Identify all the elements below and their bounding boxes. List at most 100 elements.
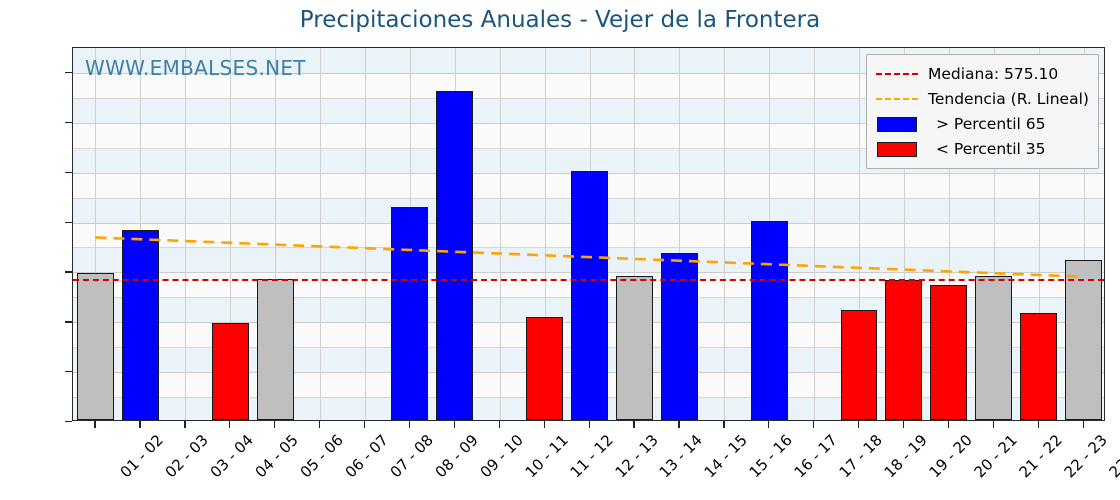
x-axis-tick-mark (319, 421, 321, 428)
x-axis-tick-mark (723, 421, 725, 428)
page-title: Precipitaciones Anuales - Vejer de la Fr… (299, 7, 821, 33)
legend-item: Mediana: 575.10 (876, 61, 1089, 86)
y-axis-tick-mark (65, 321, 72, 323)
bar (1020, 313, 1058, 420)
x-axis-tick-mark (274, 421, 276, 428)
x-axis-tick-mark (229, 421, 231, 428)
x-axis-tick-mark (543, 421, 545, 428)
x-axis-tick-mark (633, 421, 635, 428)
x-axis-tick-mark (139, 421, 141, 428)
x-axis-tick-label: 17 - 18 (835, 431, 886, 482)
legend-swatch (877, 116, 917, 132)
gridline-vertical (948, 48, 950, 420)
y-axis-tick-mark (65, 221, 72, 223)
bar (256, 279, 294, 420)
legend-swatch (877, 141, 917, 157)
bar (885, 280, 923, 420)
x-axis-tick-mark (857, 421, 860, 428)
legend-dashed-line-icon (876, 92, 918, 106)
x-axis: 01 - 02 02 - 03 03 - 04 04 - 05 05 - 06 06 - … (72, 421, 1120, 500)
median-line (73, 278, 1104, 281)
gridline-vertical (185, 48, 187, 420)
x-axis-tick-label: 23 - 24 (1105, 431, 1120, 482)
x-axis-tick-mark (453, 421, 456, 428)
x-axis-tick-mark (947, 421, 950, 428)
y-axis-tick-mark (65, 421, 72, 423)
bar (211, 323, 249, 420)
bar (840, 310, 878, 420)
y-axis-tick-mark (65, 121, 72, 124)
gridline-horizontal (73, 97, 1104, 99)
x-axis-tick-mark (678, 421, 680, 428)
gridline-vertical (814, 48, 816, 420)
x-axis-tick-label: 18 - 19 (880, 431, 931, 482)
legend-color-swatch (876, 141, 918, 157)
bar (1065, 260, 1102, 420)
x-axis-tick-label: 19 - 20 (925, 431, 976, 482)
x-axis-tick-label: 12 - 13 (611, 431, 662, 482)
gridline-vertical (993, 48, 995, 420)
legend-dash (876, 97, 918, 100)
x-axis-tick-label: 21 - 22 (1015, 431, 1066, 482)
x-axis-tick-label: 11 - 12 (566, 431, 617, 482)
legend-dash (876, 72, 918, 75)
legend-label: < Percentil 35 (936, 139, 1046, 158)
x-axis-tick-label: 16 - 17 (790, 431, 841, 482)
x-axis-tick-label: 02 - 03 (161, 431, 213, 482)
bar (615, 275, 653, 420)
y-axis-tick-mark (65, 71, 72, 74)
x-axis-tick-mark (1082, 421, 1084, 428)
x-axis-tick-label: 03 - 04 (206, 431, 258, 482)
x-axis-tick-label: 01 - 02 (117, 431, 168, 482)
x-axis-tick-label: 04 - 05 (251, 431, 303, 482)
y-axis-tick-mark (65, 371, 72, 373)
x-axis-tick-mark (94, 421, 96, 428)
legend: Mediana: 575.10 Tendencia (R. Lineal) > Pe… (866, 54, 1099, 169)
y-axis-tick-mark (65, 271, 72, 273)
x-axis-tick-mark (498, 421, 500, 428)
x-axis-tick-label: 15 - 16 (745, 431, 797, 482)
x-axis-tick-label: 20 - 21 (970, 431, 1021, 482)
gridline-vertical (903, 48, 905, 420)
x-axis-tick-mark (363, 421, 366, 428)
x-axis-tick-mark (992, 421, 994, 428)
x-axis-tick-label: 09 - 10 (476, 431, 527, 482)
gridline-vertical (724, 48, 726, 420)
legend-item: Tendencia (R. Lineal) (876, 86, 1089, 111)
x-axis-tick-label: 06 - 07 (341, 431, 392, 482)
bar (930, 285, 968, 420)
legend-item: > Percentil 65 (876, 111, 1089, 136)
x-axis-tick-label: 05 - 06 (296, 431, 347, 482)
gridline-horizontal (73, 147, 1104, 149)
x-axis-tick-label: 13 - 14 (655, 431, 707, 482)
bar (660, 253, 698, 420)
gridline-vertical (230, 48, 232, 420)
bar (571, 171, 608, 420)
gridline-vertical (544, 48, 546, 420)
gridline-vertical (364, 48, 366, 420)
legend-dashed-line-icon (876, 67, 918, 81)
gridline-horizontal (73, 122, 1104, 124)
x-axis-tick-label: 08 - 09 (431, 431, 482, 482)
x-axis-tick-label: 07 - 08 (386, 431, 437, 482)
gridline-vertical (499, 48, 501, 420)
legend-item: < Percentil 35 (876, 136, 1089, 161)
gridline-vertical (634, 48, 636, 420)
x-axis-tick-label: 14 - 15 (700, 431, 752, 482)
legend-color-swatch (876, 116, 918, 132)
gridline-vertical (858, 48, 860, 420)
gridline-vertical (275, 48, 277, 420)
x-axis-tick-mark (768, 421, 770, 428)
y-axis-tick-mark (65, 171, 72, 173)
legend-label: Tendencia (R. Lineal) (928, 89, 1089, 108)
x-axis-tick-mark (813, 421, 815, 428)
watermark: WWW.EMBALSES.NET (85, 56, 306, 80)
x-axis-tick-mark (588, 421, 590, 428)
x-axis-tick-mark (1037, 421, 1039, 428)
x-axis-tick-label: 10 - 11 (521, 431, 572, 482)
gridline-vertical (95, 48, 97, 420)
gridline-vertical (1083, 48, 1085, 420)
bar (77, 272, 114, 420)
x-axis-tick-label: 22 - 23 (1060, 431, 1111, 482)
